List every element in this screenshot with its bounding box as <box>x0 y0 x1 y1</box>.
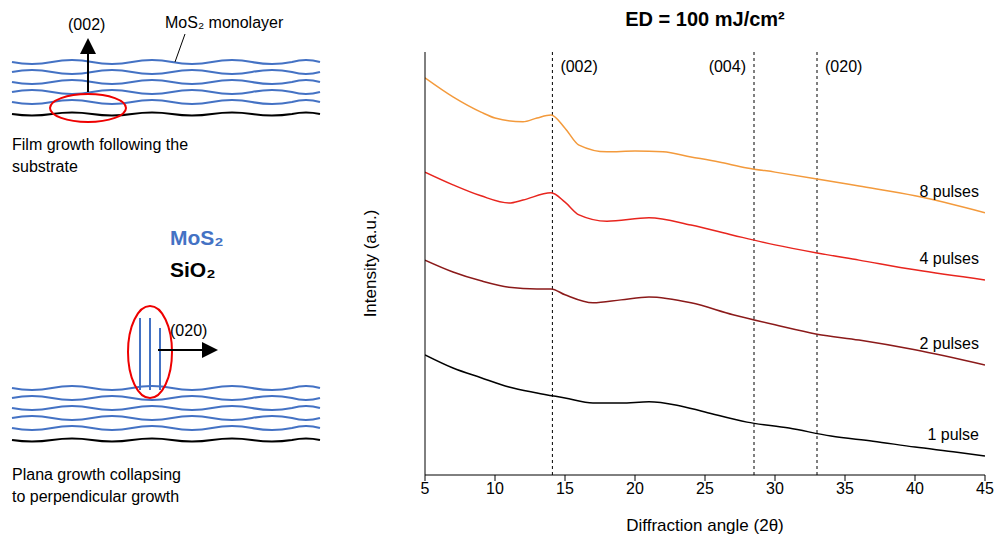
svg-text:5: 5 <box>421 480 430 497</box>
svg-text:SiO₂: SiO₂ <box>170 258 216 281</box>
svg-text:35: 35 <box>836 480 854 497</box>
svg-text:8 pulses: 8 pulses <box>919 183 979 200</box>
svg-text:25: 25 <box>696 480 714 497</box>
svg-text:to perpendicular growth: to perpendicular growth <box>12 488 179 505</box>
svg-text:2 pulses: 2 pulses <box>919 335 979 352</box>
svg-text:15: 15 <box>556 480 574 497</box>
svg-text:(002): (002) <box>560 58 597 75</box>
svg-text:(020): (020) <box>825 58 862 75</box>
svg-text:4 pulses: 4 pulses <box>919 250 979 267</box>
svg-text:30: 30 <box>766 480 784 497</box>
svg-text:45: 45 <box>976 480 994 497</box>
svg-text:10: 10 <box>486 480 504 497</box>
svg-text:Plana growth collapsing: Plana growth collapsing <box>12 466 181 483</box>
svg-text:(002): (002) <box>68 16 105 33</box>
svg-text:MoS₂ monolayer: MoS₂ monolayer <box>165 14 284 31</box>
svg-text:(004): (004) <box>709 58 746 75</box>
html-text:ED = 100 mJ/cm²: ED = 100 mJ/cm² <box>625 8 785 30</box>
svg-text:Intensity (a.u.): Intensity (a.u.) <box>361 210 380 318</box>
svg-text:20: 20 <box>626 480 644 497</box>
svg-text:MoS₂: MoS₂ <box>170 226 224 249</box>
svg-text:1 pulse: 1 pulse <box>927 426 979 443</box>
svg-text:substrate: substrate <box>12 158 78 175</box>
svg-text:Film growth following the: Film growth following the <box>12 136 188 153</box>
svg-text:Diffraction angle (2θ): Diffraction angle (2θ) <box>626 516 784 535</box>
svg-text:40: 40 <box>906 480 924 497</box>
svg-text:(020): (020) <box>170 322 207 339</box>
